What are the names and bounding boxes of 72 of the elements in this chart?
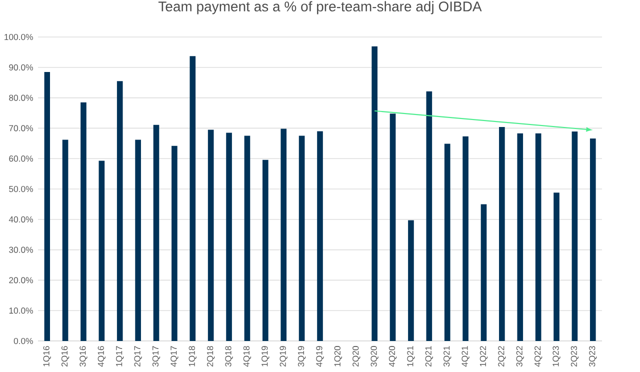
x-tick-label: 3Q20	[370, 346, 378, 367]
bar	[480, 204, 487, 341]
x-tick-label: 1Q20	[334, 346, 342, 366]
bar	[390, 114, 396, 341]
x-tick-label: 1Q22	[480, 346, 488, 366]
bar	[280, 128, 287, 341]
bar	[444, 144, 450, 341]
y-tick-label: 80.0%	[9, 94, 33, 101]
x-tick-label: 4Q20	[388, 346, 397, 367]
y-tick-label: 20.0%	[9, 277, 33, 284]
x-tick-label: 3Q22	[516, 346, 524, 367]
bar	[153, 124, 160, 341]
bar	[426, 91, 432, 341]
x-tick-label: 2Q21	[425, 346, 433, 366]
x-tick-label: 1Q18	[188, 346, 196, 366]
bar	[517, 133, 524, 341]
y-tick-label: 100.0%	[4, 34, 33, 40]
bar	[172, 146, 178, 341]
bar	[408, 220, 414, 341]
bar	[499, 126, 505, 341]
x-tick-label: 1Q23	[552, 346, 560, 366]
x-tick-label: 3Q23	[589, 346, 597, 367]
bar	[244, 136, 250, 341]
x-tick-label: 1Q17	[116, 346, 124, 366]
y-tick-label: 0.0%	[14, 338, 33, 344]
chart-title: Team payment as a % of pre-team-share adj OIBDA	[158, 1, 482, 14]
bar	[298, 136, 305, 341]
bar	[80, 102, 86, 341]
bar	[535, 133, 542, 341]
x-tick-label: 4Q19	[316, 346, 324, 367]
bar	[44, 72, 50, 341]
x-tick-label: 4Q18	[243, 346, 252, 367]
x-tick-label: 2Q17	[134, 346, 142, 366]
bar	[116, 81, 123, 341]
x-tick-label: 2Q20	[352, 346, 360, 366]
bar	[262, 160, 268, 341]
bar	[554, 192, 560, 341]
y-tick-label: 50.0%	[9, 186, 33, 192]
bar	[590, 138, 596, 341]
x-tick-label: 4Q21	[462, 346, 470, 367]
bar	[135, 140, 141, 341]
x-tick-label: 1Q19	[262, 346, 270, 366]
bar	[462, 136, 468, 341]
bar	[372, 46, 378, 341]
x-tick-label: 4Q17	[170, 346, 178, 367]
y-tick-label: 70.0%	[9, 125, 33, 132]
bar	[98, 160, 105, 341]
x-tick-label: 3Q21	[444, 346, 452, 367]
x-tick-label: 1Q16	[43, 346, 51, 366]
bar	[317, 131, 323, 341]
x-tick-label: 2Q22	[498, 346, 506, 366]
x-tick-label: 3Q17	[152, 346, 160, 367]
y-tick-label: 40.0%	[8, 216, 33, 222]
bar	[208, 130, 214, 341]
bar	[572, 132, 578, 341]
x-tick-label: 3Q19	[298, 346, 306, 367]
x-tick-label: 1Q21	[407, 346, 415, 366]
x-tick-label: 2Q18	[207, 346, 215, 366]
x-tick-label: 4Q16	[98, 346, 106, 367]
x-tick-label: 2Q19	[280, 346, 288, 366]
y-tick-label: 60.0%	[9, 156, 33, 162]
y-tick-label: 30.0%	[9, 246, 33, 253]
y-tick-label: 10.0%	[9, 308, 33, 314]
x-tick-label: 4Q22	[534, 346, 542, 367]
y-tick-label: 90.0%	[9, 64, 33, 70]
x-tick-label: 2Q16	[61, 346, 70, 366]
bar	[190, 56, 196, 341]
x-tick-label: 2Q23	[570, 346, 579, 366]
x-tick-label: 3Q18	[225, 346, 233, 367]
bar	[226, 132, 232, 341]
x-tick-label: 3Q16	[80, 346, 88, 367]
bar	[62, 140, 68, 341]
